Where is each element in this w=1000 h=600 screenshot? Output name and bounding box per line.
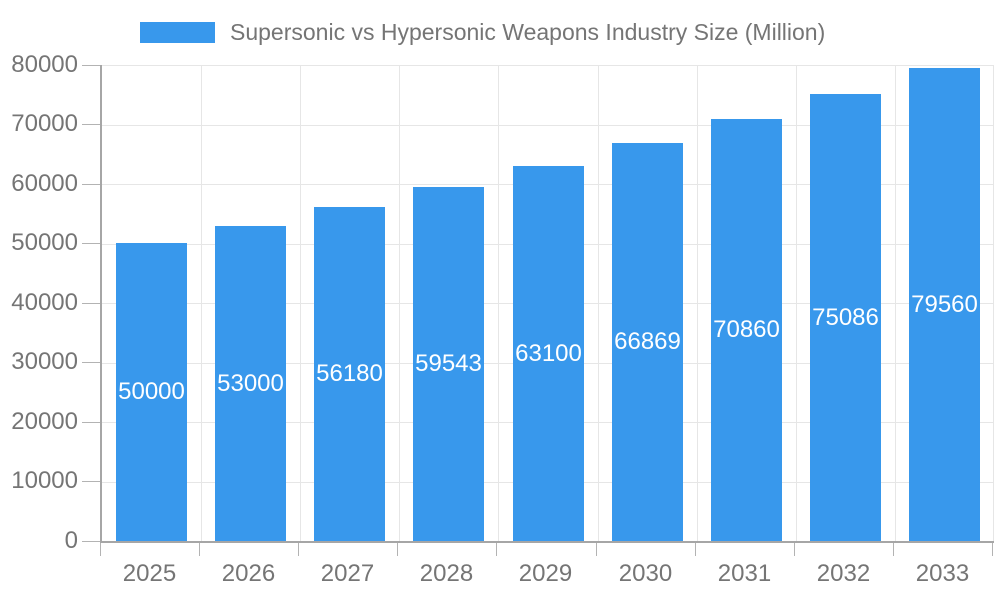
x-axis-tick [496,543,497,556]
y-axis-label: 20000 [11,408,78,435]
bar-2027[interactable] [314,207,385,541]
x-gridline [598,65,599,541]
plot-area: 50000 53000 56180 59543 63100 66869 70860 75086… [100,65,994,543]
y-axis-tick [82,303,100,304]
x-gridline [498,65,499,541]
legend[interactable]: Supersonic vs Hypersonic Weapons Industr… [140,17,825,47]
x-axis-tick [199,543,200,556]
x-axis-label: 2032 [816,560,871,587]
y-axis-label: 30000 [11,348,78,375]
bar-value-label: 63100 [515,340,582,367]
x-gridline [796,65,797,541]
bar-value-label: 70860 [713,316,780,343]
x-axis-tick [596,543,597,556]
bar-value-label: 59543 [415,350,482,377]
x-axis-label: 2026 [221,560,276,587]
x-axis-tick [695,543,696,556]
legend-swatch [140,21,215,43]
x-axis-label: 2027 [320,560,375,587]
x-gridline [697,65,698,541]
x-axis-tick [397,543,398,556]
y-axis-tick [82,481,100,482]
x-gridline [993,65,994,541]
bar-value-label: 66869 [614,328,681,355]
x-axis-label: 2028 [419,560,474,587]
y-axis-label: 80000 [11,51,78,78]
bar-2029[interactable] [513,166,584,541]
y-gridline [102,65,994,66]
y-axis-tick [82,124,100,125]
x-gridline [201,65,202,541]
y-axis-label: 60000 [11,170,78,197]
x-gridline [300,65,301,541]
x-axis-tick [298,543,299,556]
bar-value-label: 79560 [911,291,978,318]
x-axis-label: 2025 [122,560,177,587]
bar-2028[interactable] [413,187,484,541]
y-axis-tick [82,541,100,542]
x-axis-tick [794,543,795,556]
y-axis-tick [82,65,100,66]
bar-2032[interactable] [810,94,881,541]
x-axis-label: 2033 [915,560,970,587]
y-axis-label: 0 [64,527,78,554]
bar-2025[interactable] [116,243,187,541]
x-axis-tick [100,543,101,556]
x-axis-label: 2031 [717,560,772,587]
x-gridline [895,65,896,541]
y-axis-tick [82,243,100,244]
bar-value-label: 53000 [217,370,284,397]
bar-2030[interactable] [612,143,683,541]
x-axis-tick [992,543,993,556]
x-axis-label: 2030 [618,560,673,587]
bar-2031[interactable] [711,119,782,541]
bar-value-label: 50000 [118,378,185,405]
x-axis-label: 2029 [518,560,573,587]
y-axis-tick [82,422,100,423]
y-gridline [102,125,994,126]
y-axis-tick [82,184,100,185]
y-axis-label: 50000 [11,229,78,256]
bar-value-label: 75086 [812,304,879,331]
bar-2026[interactable] [215,226,286,541]
x-gridline [399,65,400,541]
x-axis-tick [893,543,894,556]
bar-value-label: 56180 [316,360,383,387]
y-axis-label: 10000 [11,467,78,494]
y-axis-tick [82,362,100,363]
y-axis-label: 70000 [11,110,78,137]
y-axis-label: 40000 [11,289,78,316]
bar-2033[interactable] [909,68,980,541]
legend-label: Supersonic vs Hypersonic Weapons Industr… [230,18,826,45]
